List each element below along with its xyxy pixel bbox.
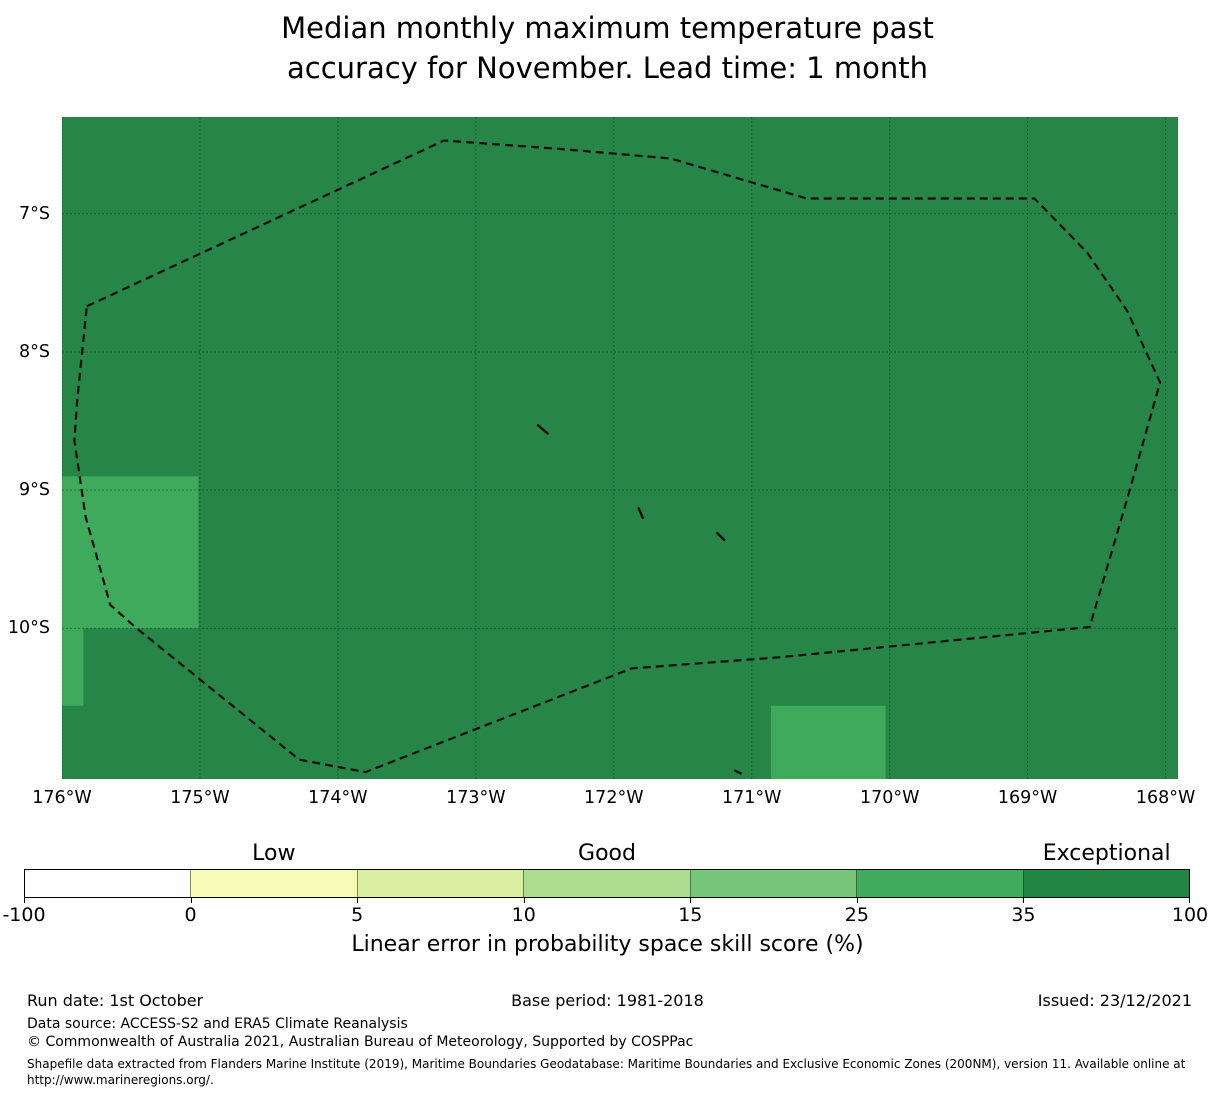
x-tick-label: 168°W	[1135, 788, 1196, 808]
colorbar-tick-label: 35	[1011, 904, 1036, 926]
colorbar-category-label: Low	[252, 841, 296, 866]
colorbar-tick-mark	[1189, 898, 1190, 903]
eez-boundary	[73, 139, 1162, 774]
colorbar-category-label: Exceptional	[1042, 841, 1171, 866]
x-tick-label: 171°W	[722, 788, 782, 808]
colorbar-segment	[856, 870, 1023, 897]
map-plot	[62, 117, 1178, 779]
colorbar-caption: Linear error in probability space skill …	[351, 932, 864, 957]
colorbar-tick-mark	[357, 898, 359, 903]
y-tick-label: 8°S	[19, 341, 50, 362]
data-source-text: Data source: ACCESS-S2 and ERA5 Climate …	[27, 1016, 408, 1032]
y-tick-label: 7°S	[19, 203, 50, 224]
colorbar-tick-mark	[24, 898, 25, 903]
map-svg	[62, 117, 1178, 779]
colorbar-tick-mark	[856, 898, 858, 903]
island-mark	[536, 423, 549, 435]
colorbar-tick-mark	[690, 898, 692, 903]
y-tick-label: 10°S	[7, 618, 50, 639]
colorbar-tick-label: 10	[511, 904, 536, 926]
colorbar-tick-label: 0	[184, 904, 197, 926]
skill-region	[771, 705, 886, 779]
base-period-text: Base period: 1981-2018	[511, 991, 704, 1010]
colorbar-tick-label: 25	[844, 904, 869, 926]
colorbar-segment	[356, 870, 524, 897]
colorbar-segment	[1022, 870, 1189, 897]
skill-region	[62, 476, 199, 629]
x-tick-label: 169°W	[997, 788, 1058, 808]
colorbar-tick-mark	[523, 898, 525, 903]
colorbar-tick-mark	[1023, 898, 1025, 903]
x-tick-label: 170°W	[859, 788, 920, 808]
x-tick-label: 175°W	[170, 788, 230, 808]
x-tick-label: 174°W	[308, 788, 368, 808]
copyright-text: © Commonwealth of Australia 2021, Austra…	[27, 1034, 694, 1050]
colorbar-segment	[25, 870, 191, 897]
island-mark	[637, 506, 644, 519]
shapefile-note-text: Shapefile data extracted from Flanders M…	[27, 1057, 1186, 1087]
colorbar-tick-mark	[190, 898, 192, 903]
issued-text: Issued: 23/12/2021	[1037, 991, 1192, 1010]
colorbar	[24, 869, 1190, 898]
colorbar-tick-label: 5	[351, 904, 364, 926]
island-mark	[733, 769, 742, 775]
colorbar-category-label: Good	[578, 841, 636, 866]
y-tick-label: 9°S	[19, 480, 50, 501]
figure-title: Median monthly maximum temperature past …	[0, 8, 1215, 88]
figure-title-line2: accuracy for November. Lead time: 1 mont…	[287, 51, 928, 85]
colorbar-segment	[689, 870, 857, 897]
island-mark	[716, 531, 726, 542]
run-date-text: Run date: 1st October	[27, 991, 204, 1010]
x-tick-label: 176°W	[32, 788, 92, 808]
colorbar-tick-label: 15	[678, 904, 703, 926]
figure-title-line1: Median monthly maximum temperature past	[281, 11, 934, 45]
colorbar-segment	[523, 870, 690, 897]
colorbar-tick-label: 100	[1171, 904, 1209, 926]
colorbar-tick-label: -100	[2, 904, 46, 926]
skill-region	[62, 628, 84, 706]
x-tick-label: 172°W	[584, 788, 644, 808]
colorbar-segment	[190, 870, 357, 897]
x-tick-label: 173°W	[446, 788, 506, 808]
